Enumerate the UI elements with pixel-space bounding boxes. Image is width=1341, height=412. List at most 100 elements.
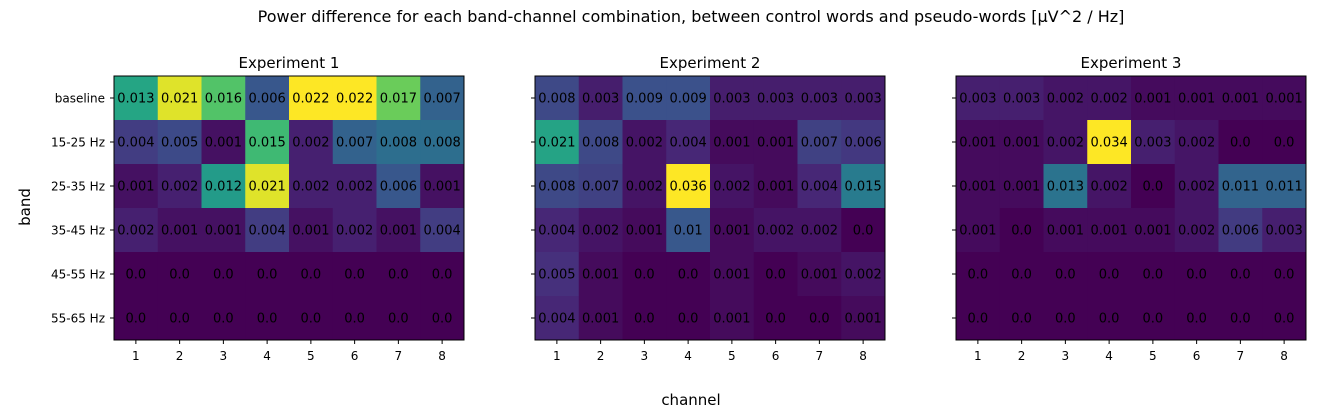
panel-title: Experiment 1 <box>239 54 340 72</box>
heatmap-cell <box>710 208 755 253</box>
cell-value-label: 0.0 <box>765 268 786 283</box>
x-tick-label: 3 <box>641 349 649 363</box>
heatmap-cell <box>201 252 246 297</box>
cell-value-label: 0.0 <box>634 312 655 327</box>
cell-value-label: 0.0 <box>1186 268 1207 283</box>
x-tick-label: 8 <box>1280 349 1288 363</box>
heatmap-cell <box>956 252 1001 297</box>
cell-value-label: 0.001 <box>1178 92 1215 107</box>
heatmap-cell <box>956 208 1001 253</box>
cell-value-label: 0.011 <box>1222 180 1259 195</box>
heatmap-cell <box>245 164 290 209</box>
heatmap-cell <box>332 208 377 253</box>
cell-value-label: 0.008 <box>538 180 575 195</box>
cell-value-label: 0.001 <box>959 224 996 239</box>
x-tick-label: 6 <box>772 349 780 363</box>
cell-value-label: 0.001 <box>292 224 329 239</box>
cell-value-label: 0.015 <box>249 136 286 151</box>
cell-value-label: 0.004 <box>249 224 286 239</box>
heatmap-cell <box>710 252 755 297</box>
heatmap-cell <box>420 76 465 121</box>
heatmap-cell <box>332 252 377 297</box>
heatmap-cell <box>1087 164 1132 209</box>
heatmap-cell <box>535 296 580 341</box>
cell-value-label: 0.021 <box>161 92 198 107</box>
cell-value-label: 0.001 <box>713 136 750 151</box>
heatmap-cell <box>1218 208 1263 253</box>
cell-value-label: 0.002 <box>845 268 882 283</box>
heatmap-cell <box>841 208 886 253</box>
heatmap-cell <box>956 296 1001 341</box>
heatmap-cell <box>710 164 755 209</box>
heatmap-cell <box>1174 296 1219 341</box>
heatmap-cell <box>999 208 1044 253</box>
heatmap-cell <box>420 252 465 297</box>
heatmap-cell <box>1174 252 1219 297</box>
heatmap-cell <box>622 164 667 209</box>
cell-value-label: 0.002 <box>1091 180 1128 195</box>
cell-value-label: 0.001 <box>713 268 750 283</box>
heatmap-cell <box>1131 76 1176 121</box>
cell-value-label: 0.002 <box>626 136 663 151</box>
heatmap-cell <box>710 296 755 341</box>
heatmap-cell <box>797 120 842 165</box>
heatmap-cell <box>999 120 1044 165</box>
heatmap-cell <box>114 164 159 209</box>
cell-value-label: 0.001 <box>801 268 838 283</box>
heatmap-cell <box>753 76 798 121</box>
x-tick-label: 4 <box>1105 349 1113 363</box>
heatmap-cell <box>1174 76 1219 121</box>
cell-value-label: 0.0 <box>1055 268 1076 283</box>
heatmap-cell <box>710 76 755 121</box>
cell-value-label: 0.0 <box>169 312 190 327</box>
cell-value-label: 0.0 <box>809 312 830 327</box>
heatmap-cell <box>1043 120 1088 165</box>
cell-value-label: 0.002 <box>117 224 154 239</box>
cell-value-label: 0.011 <box>1266 180 1303 195</box>
y-tick-label: 45-55 Hz <box>51 268 105 282</box>
heatmap-cell <box>376 208 421 253</box>
cell-value-label: 0.002 <box>336 224 373 239</box>
x-tick-label: 5 <box>307 349 315 363</box>
heatmap-cell <box>289 252 334 297</box>
cell-value-label: 0.0 <box>213 268 234 283</box>
figure-title: Power difference for each band-channel c… <box>258 7 1125 26</box>
heatmap-cell <box>157 76 202 121</box>
heatmap-cell <box>289 208 334 253</box>
cell-value-label: 0.007 <box>424 92 461 107</box>
heatmap-cell <box>1262 208 1307 253</box>
heatmap-cell <box>535 208 580 253</box>
cell-value-label: 0.001 <box>582 312 619 327</box>
x-tick-label: 4 <box>684 349 692 363</box>
x-tick-label: 2 <box>597 349 605 363</box>
cell-value-label: 0.009 <box>670 92 707 107</box>
cell-value-label: 0.006 <box>380 180 417 195</box>
x-tick-label: 6 <box>351 349 359 363</box>
heatmap-cell <box>1087 208 1132 253</box>
cell-value-label: 0.0 <box>257 312 278 327</box>
cell-value-label: 0.006 <box>1222 224 1259 239</box>
cell-value-label: 0.0 <box>678 268 699 283</box>
heatmap-cell <box>797 296 842 341</box>
heatmap-cell <box>332 296 377 341</box>
heatmap-cell <box>245 120 290 165</box>
cell-value-label: 0.0 <box>1099 312 1120 327</box>
heatmap-cell <box>420 296 465 341</box>
heatmap-cell <box>201 120 246 165</box>
heatmap-cell <box>1087 296 1132 341</box>
cell-value-label: 0.008 <box>582 136 619 151</box>
cell-value-label: 0.002 <box>292 136 329 151</box>
heatmap-cell <box>1218 296 1263 341</box>
heatmap-cell <box>753 208 798 253</box>
cell-value-label: 0.002 <box>1178 136 1215 151</box>
cell-value-label: 0.001 <box>959 136 996 151</box>
heatmap-cell <box>797 164 842 209</box>
heatmap-cell <box>1218 120 1263 165</box>
cell-value-label: 0.002 <box>1178 224 1215 239</box>
cell-value-label: 0.002 <box>336 180 373 195</box>
x-tick-label: 2 <box>176 349 184 363</box>
heatmap-cell <box>1262 252 1307 297</box>
cell-value-label: 0.004 <box>670 136 707 151</box>
heatmap-cell <box>420 208 465 253</box>
cell-value-label: 0.0 <box>1143 180 1164 195</box>
